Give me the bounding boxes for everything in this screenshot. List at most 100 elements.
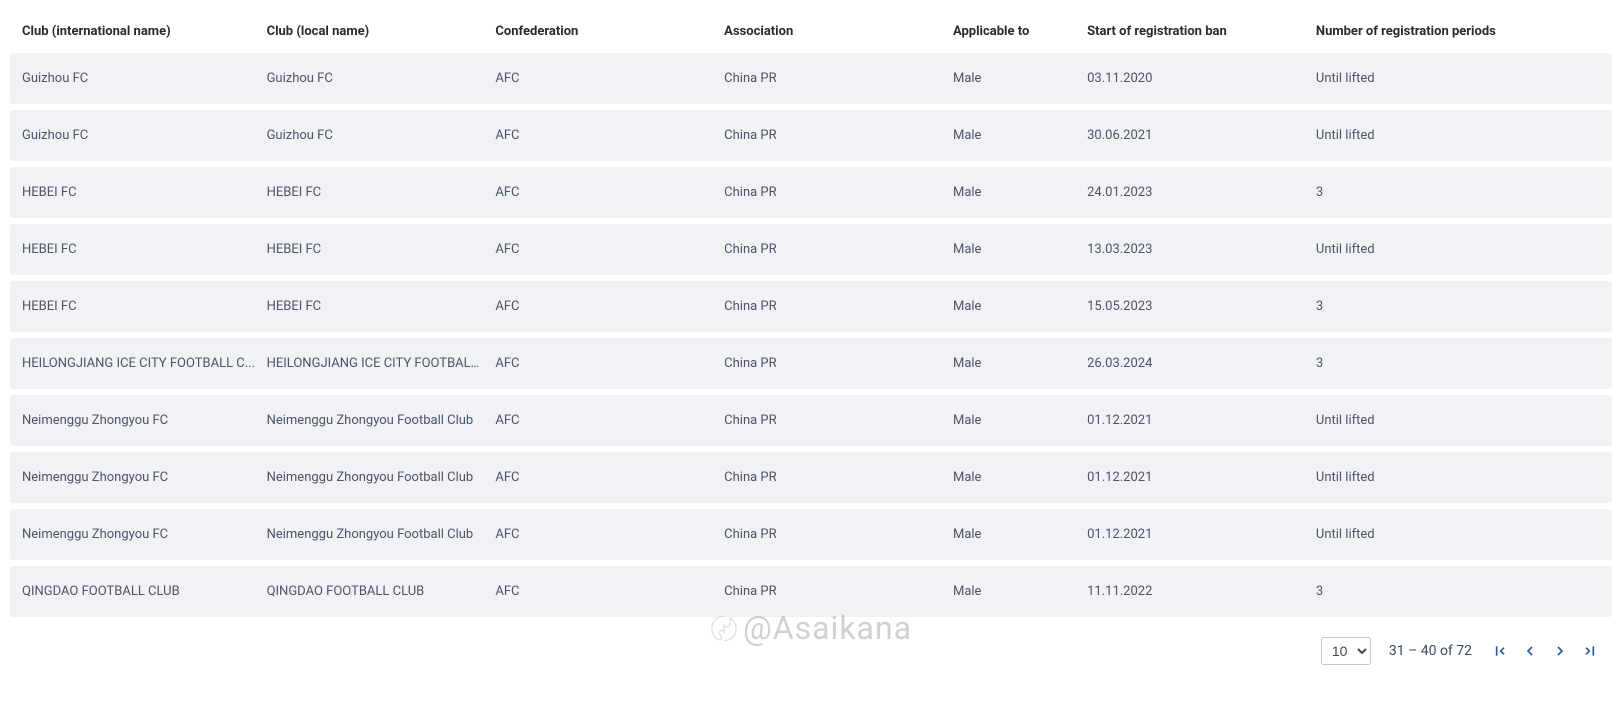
table-cell: China PR bbox=[724, 242, 953, 257]
table-cell: HEBEI FC bbox=[22, 242, 267, 257]
table-cell: AFC bbox=[495, 584, 724, 599]
table-cell: Male bbox=[953, 185, 1087, 200]
pagination-bar: 10 31 – 40 of 72 bbox=[10, 637, 1612, 665]
table-cell: 26.03.2024 bbox=[1087, 356, 1316, 371]
table-cell: 03.11.2020 bbox=[1087, 71, 1316, 86]
table-cell: Neimenggu Zhongyou FC bbox=[22, 470, 267, 485]
table-cell: 01.12.2021 bbox=[1087, 527, 1316, 542]
table-cell: HEBEI FC bbox=[22, 185, 267, 200]
table-cell: Male bbox=[953, 71, 1087, 86]
table-cell: 30.06.2021 bbox=[1087, 128, 1316, 143]
table-cell: HEILONGJIANG ICE CITY FOOTBALL C... bbox=[267, 356, 496, 371]
table-cell: HEBEI FC bbox=[267, 299, 496, 314]
table-cell: 01.12.2021 bbox=[1087, 470, 1316, 485]
table-cell: Guizhou FC bbox=[22, 71, 267, 86]
table-row: HEBEI FCHEBEI FCAFCChina PRMale15.05.202… bbox=[10, 281, 1612, 332]
table-cell: China PR bbox=[724, 527, 953, 542]
table-cell: China PR bbox=[724, 470, 953, 485]
table-cell: 3 bbox=[1316, 299, 1600, 314]
table-cell: Male bbox=[953, 299, 1087, 314]
prev-page-button[interactable] bbox=[1520, 641, 1540, 661]
column-header-association[interactable]: Association bbox=[724, 24, 953, 39]
table-cell: Until lifted bbox=[1316, 413, 1600, 428]
table-cell: Male bbox=[953, 128, 1087, 143]
table-cell: HEBEI FC bbox=[22, 299, 267, 314]
column-header-applicable-to[interactable]: Applicable to bbox=[953, 24, 1087, 39]
table-cell: Guizhou FC bbox=[22, 128, 267, 143]
table-cell: 3 bbox=[1316, 584, 1600, 599]
table-cell: Until lifted bbox=[1316, 71, 1600, 86]
table-cell: Male bbox=[953, 356, 1087, 371]
table-cell: QINGDAO FOOTBALL CLUB bbox=[267, 584, 496, 599]
first-page-button[interactable] bbox=[1490, 641, 1510, 661]
table-cell: AFC bbox=[495, 527, 724, 542]
table-cell: QINGDAO FOOTBALL CLUB bbox=[22, 584, 267, 599]
table-cell: AFC bbox=[495, 470, 724, 485]
chevron-left-icon bbox=[1522, 643, 1538, 659]
table-cell: Male bbox=[953, 584, 1087, 599]
table-cell: Until lifted bbox=[1316, 128, 1600, 143]
table-cell: China PR bbox=[724, 71, 953, 86]
table-cell: Until lifted bbox=[1316, 242, 1600, 257]
table-cell: Male bbox=[953, 413, 1087, 428]
table-cell: Neimenggu Zhongyou Football Club bbox=[267, 413, 496, 428]
table-row: Neimenggu Zhongyou FCNeimenggu Zhongyou … bbox=[10, 395, 1612, 446]
table-cell: 15.05.2023 bbox=[1087, 299, 1316, 314]
table-row: Guizhou FCGuizhou FCAFCChina PRMale03.11… bbox=[10, 53, 1612, 104]
table-cell: China PR bbox=[724, 413, 953, 428]
table-cell: Neimenggu Zhongyou Football Club bbox=[267, 470, 496, 485]
table-cell: 3 bbox=[1316, 185, 1600, 200]
table-cell: Guizhou FC bbox=[267, 128, 496, 143]
next-page-button[interactable] bbox=[1550, 641, 1570, 661]
table-cell: AFC bbox=[495, 413, 724, 428]
table-row: QINGDAO FOOTBALL CLUBQINGDAO FOOTBALL CL… bbox=[10, 566, 1612, 617]
column-header-club-intl[interactable]: Club (international name) bbox=[22, 24, 267, 39]
table-cell: HEBEI FC bbox=[267, 242, 496, 257]
table-row: HEBEI FCHEBEI FCAFCChina PRMale24.01.202… bbox=[10, 167, 1612, 218]
table-cell: Guizhou FC bbox=[267, 71, 496, 86]
table-cell: AFC bbox=[495, 128, 724, 143]
pagination-controls bbox=[1490, 641, 1600, 661]
table-cell: Neimenggu Zhongyou FC bbox=[22, 527, 267, 542]
page-size-select[interactable]: 10 bbox=[1321, 637, 1371, 665]
table-cell: 24.01.2023 bbox=[1087, 185, 1316, 200]
last-page-icon bbox=[1582, 643, 1598, 659]
table-cell: Male bbox=[953, 242, 1087, 257]
table-row: HEBEI FCHEBEI FCAFCChina PRMale13.03.202… bbox=[10, 224, 1612, 275]
table-cell: China PR bbox=[724, 584, 953, 599]
first-page-icon bbox=[1492, 643, 1508, 659]
registration-ban-table: Club (international name) Club (local na… bbox=[10, 10, 1612, 617]
table-cell: AFC bbox=[495, 299, 724, 314]
table-cell: HEBEI FC bbox=[267, 185, 496, 200]
table-cell: China PR bbox=[724, 356, 953, 371]
table-cell: HEILONGJIANG ICE CITY FOOTBALL C... bbox=[22, 356, 267, 371]
table-cell: AFC bbox=[495, 185, 724, 200]
table-cell: China PR bbox=[724, 185, 953, 200]
table-cell: Male bbox=[953, 470, 1087, 485]
table-cell: Until lifted bbox=[1316, 527, 1600, 542]
table-cell: Neimenggu Zhongyou FC bbox=[22, 413, 267, 428]
table-cell: 11.11.2022 bbox=[1087, 584, 1316, 599]
table-row: Neimenggu Zhongyou FCNeimenggu Zhongyou … bbox=[10, 452, 1612, 503]
pagination-range-text: 31 – 40 of 72 bbox=[1389, 643, 1472, 659]
table-cell: AFC bbox=[495, 71, 724, 86]
table-cell: AFC bbox=[495, 242, 724, 257]
table-row: Neimenggu Zhongyou FCNeimenggu Zhongyou … bbox=[10, 509, 1612, 560]
table-cell: China PR bbox=[724, 299, 953, 314]
column-header-periods[interactable]: Number of registration periods bbox=[1316, 24, 1600, 39]
column-header-confederation[interactable]: Confederation bbox=[495, 24, 724, 39]
table-cell: Neimenggu Zhongyou Football Club bbox=[267, 527, 496, 542]
chevron-right-icon bbox=[1552, 643, 1568, 659]
table-cell: Male bbox=[953, 527, 1087, 542]
table-cell: AFC bbox=[495, 356, 724, 371]
table-cell: Until lifted bbox=[1316, 470, 1600, 485]
table-header-row: Club (international name) Club (local na… bbox=[10, 10, 1612, 53]
column-header-start-date[interactable]: Start of registration ban bbox=[1087, 24, 1316, 39]
column-header-club-local[interactable]: Club (local name) bbox=[267, 24, 496, 39]
table-cell: China PR bbox=[724, 128, 953, 143]
table-cell: 13.03.2023 bbox=[1087, 242, 1316, 257]
table-row: Guizhou FCGuizhou FCAFCChina PRMale30.06… bbox=[10, 110, 1612, 161]
table-cell: 3 bbox=[1316, 356, 1600, 371]
table-row: HEILONGJIANG ICE CITY FOOTBALL C...HEILO… bbox=[10, 338, 1612, 389]
last-page-button[interactable] bbox=[1580, 641, 1600, 661]
